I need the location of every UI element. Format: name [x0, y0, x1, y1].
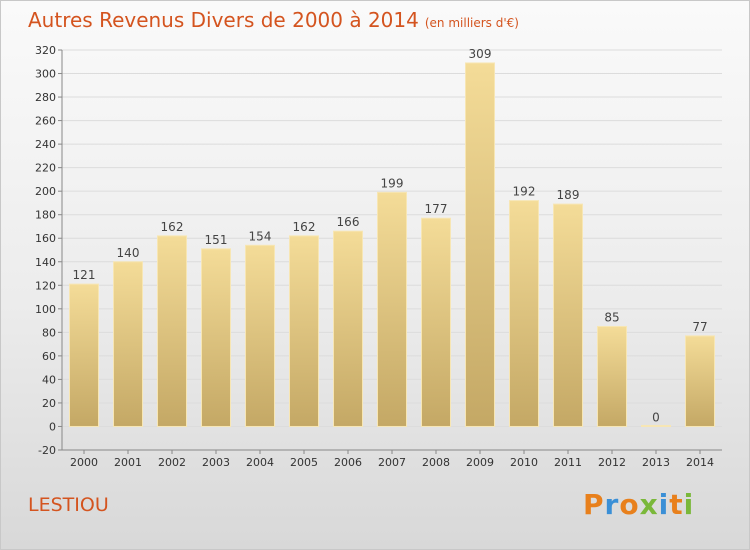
bar-2008 [421, 217, 451, 427]
x-tick-label: 2006 [334, 456, 362, 469]
y-tick-label: 0 [49, 420, 56, 433]
bar-2012 [597, 325, 627, 427]
bar-2005 [289, 235, 319, 427]
data-label-2006: 166 [337, 215, 360, 229]
y-tick-label: 180 [35, 209, 56, 222]
bar-2014 [685, 335, 715, 427]
bar-2000 [69, 283, 99, 427]
y-tick-label: 240 [35, 138, 56, 151]
y-tick-label: 140 [35, 256, 56, 269]
x-tick-label: 2005 [290, 456, 318, 469]
logo-letter: P [583, 488, 605, 521]
bar-2006 [333, 230, 363, 427]
data-label-2000: 121 [73, 268, 96, 282]
data-label-2003: 151 [205, 233, 228, 247]
y-tick-label: 280 [35, 91, 56, 104]
x-tick-label: 2004 [246, 456, 274, 469]
data-label-2010: 192 [513, 185, 536, 199]
bar-2009 [465, 62, 495, 427]
x-tick-label: 2014 [686, 456, 714, 469]
proxiti-logo: Proxiti [583, 488, 694, 521]
x-tick-label: 2001 [114, 456, 142, 469]
data-label-2008: 177 [425, 202, 448, 216]
y-tick-label: 20 [42, 397, 56, 410]
data-label-2005: 162 [293, 220, 316, 234]
y-tick-label: 40 [42, 373, 56, 386]
data-label-2001: 140 [117, 246, 140, 260]
labels: -20 0 20 40 60 80 100 120 140 160 180 200 220 240 260 2… [35, 44, 714, 469]
x-tick-label: 2009 [466, 456, 494, 469]
x-tick-label: 2002 [158, 456, 186, 469]
x-tick-label: 2003 [202, 456, 230, 469]
x-tick-label: 2013 [642, 456, 670, 469]
bar-2004 [245, 244, 275, 427]
commune-name: LESTIOU [28, 494, 109, 516]
bar-2013 [641, 424, 671, 427]
y-tick-label: 60 [42, 350, 56, 363]
bar-2003 [201, 248, 231, 427]
chart-title: Autres Revenus Divers de 2000 à 2014 (en … [28, 8, 519, 32]
y-tick-label: 260 [35, 115, 56, 128]
y-tick-label: 80 [42, 326, 56, 339]
logo-letter: i [683, 488, 695, 521]
data-label-2007: 199 [381, 176, 404, 190]
logo-letter: x [639, 488, 659, 521]
x-tick-label: 2010 [510, 456, 538, 469]
x-tick-label: 2008 [422, 456, 450, 469]
y-tick-label: 120 [35, 279, 56, 292]
chart-title-text: Autres Revenus Divers de 2000 à 2014 [28, 8, 419, 32]
logo-letter: t [669, 488, 684, 521]
x-tick-label: 2012 [598, 456, 626, 469]
y-tick-label: 160 [35, 232, 56, 245]
y-tick-label: 320 [35, 44, 56, 57]
logo-letter: r [604, 488, 620, 521]
x-tick-label: 2011 [554, 456, 582, 469]
bar-2011 [553, 203, 583, 427]
y-tick-label: 100 [35, 303, 56, 316]
bar-2001 [113, 261, 143, 427]
axes [58, 49, 722, 454]
y-tick-label: 200 [35, 185, 56, 198]
data-label-2014: 77 [692, 320, 707, 334]
x-tick-label: 2000 [70, 456, 98, 469]
bar-2010 [509, 200, 539, 427]
bars [69, 62, 715, 427]
logo-letter: o [619, 488, 640, 521]
bar-2002 [157, 235, 187, 427]
data-label-2009: 309 [469, 47, 492, 61]
data-label-2002: 162 [161, 220, 184, 234]
chart-subtitle: (en milliers d'€) [424, 16, 519, 30]
data-label-2004: 154 [249, 229, 272, 243]
x-tick-label: 2007 [378, 456, 406, 469]
y-tick-label: 300 [35, 68, 56, 81]
y-tick-label: 220 [35, 162, 56, 175]
data-label-2012: 85 [604, 310, 619, 324]
y-tick-label: -20 [38, 444, 56, 457]
bar-2007 [377, 191, 407, 427]
data-label-2011: 189 [557, 188, 580, 202]
logo-letter: i [658, 488, 670, 521]
data-label-2013: 0 [652, 410, 660, 424]
